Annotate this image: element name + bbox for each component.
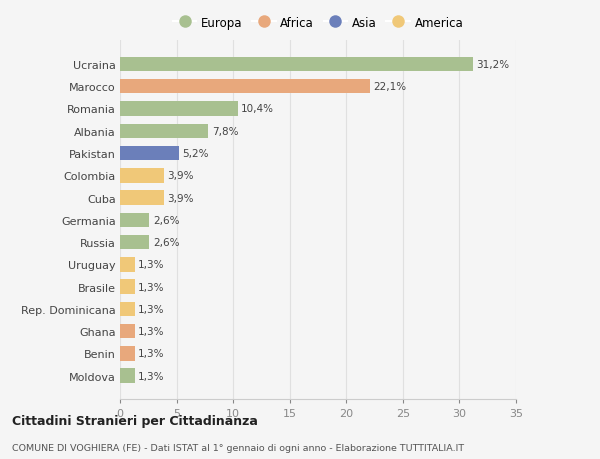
Text: 1,3%: 1,3% <box>138 326 164 336</box>
Text: 10,4%: 10,4% <box>241 104 274 114</box>
Text: 3,9%: 3,9% <box>167 171 194 181</box>
Text: 1,3%: 1,3% <box>138 282 164 292</box>
Text: 31,2%: 31,2% <box>476 60 509 70</box>
Bar <box>120 347 135 361</box>
Bar <box>120 146 179 161</box>
Bar <box>120 57 473 72</box>
Bar <box>120 280 135 294</box>
Bar <box>120 369 135 383</box>
Bar <box>120 324 135 339</box>
Bar <box>120 80 370 94</box>
Bar <box>120 235 149 250</box>
Text: COMUNE DI VOGHIERA (FE) - Dati ISTAT al 1° gennaio di ogni anno - Elaborazione T: COMUNE DI VOGHIERA (FE) - Dati ISTAT al … <box>12 443 464 452</box>
Bar <box>120 124 208 139</box>
Text: 2,6%: 2,6% <box>153 215 179 225</box>
Bar <box>120 102 238 117</box>
Text: 1,3%: 1,3% <box>138 304 164 314</box>
Text: 22,1%: 22,1% <box>373 82 407 92</box>
Text: 7,8%: 7,8% <box>212 127 238 136</box>
Bar <box>120 213 149 228</box>
Legend: Europa, Africa, Asia, America: Europa, Africa, Asia, America <box>170 14 466 32</box>
Bar <box>120 168 164 183</box>
Text: 1,3%: 1,3% <box>138 371 164 381</box>
Text: 3,9%: 3,9% <box>167 193 194 203</box>
Bar <box>120 257 135 272</box>
Text: 5,2%: 5,2% <box>182 149 209 159</box>
Bar <box>120 302 135 316</box>
Text: 2,6%: 2,6% <box>153 238 179 247</box>
Text: Cittadini Stranieri per Cittadinanza: Cittadini Stranieri per Cittadinanza <box>12 414 258 428</box>
Bar <box>120 191 164 205</box>
Text: 1,3%: 1,3% <box>138 260 164 270</box>
Text: 1,3%: 1,3% <box>138 349 164 358</box>
